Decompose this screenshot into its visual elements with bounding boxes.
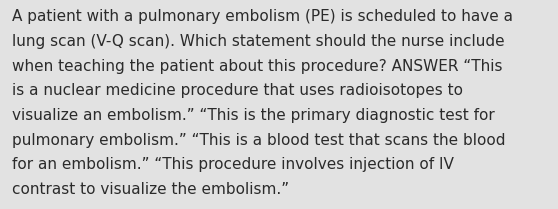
Text: when teaching the patient about this procedure? ANSWER “This: when teaching the patient about this pro…	[12, 59, 503, 74]
Text: A patient with a pulmonary embolism (PE) is scheduled to have a: A patient with a pulmonary embolism (PE)…	[12, 9, 513, 24]
Text: is a nuclear medicine procedure that uses radioisotopes to: is a nuclear medicine procedure that use…	[12, 83, 463, 98]
Text: for an embolism.” “This procedure involves injection of IV: for an embolism.” “This procedure involv…	[12, 157, 454, 172]
Text: lung scan (V-Q scan). Which statement should the nurse include: lung scan (V-Q scan). Which statement sh…	[12, 34, 505, 49]
Text: contrast to visualize the embolism.”: contrast to visualize the embolism.”	[12, 182, 290, 197]
Text: visualize an embolism.” “This is the primary diagnostic test for: visualize an embolism.” “This is the pri…	[12, 108, 495, 123]
Text: pulmonary embolism.” “This is a blood test that scans the blood: pulmonary embolism.” “This is a blood te…	[12, 133, 506, 148]
